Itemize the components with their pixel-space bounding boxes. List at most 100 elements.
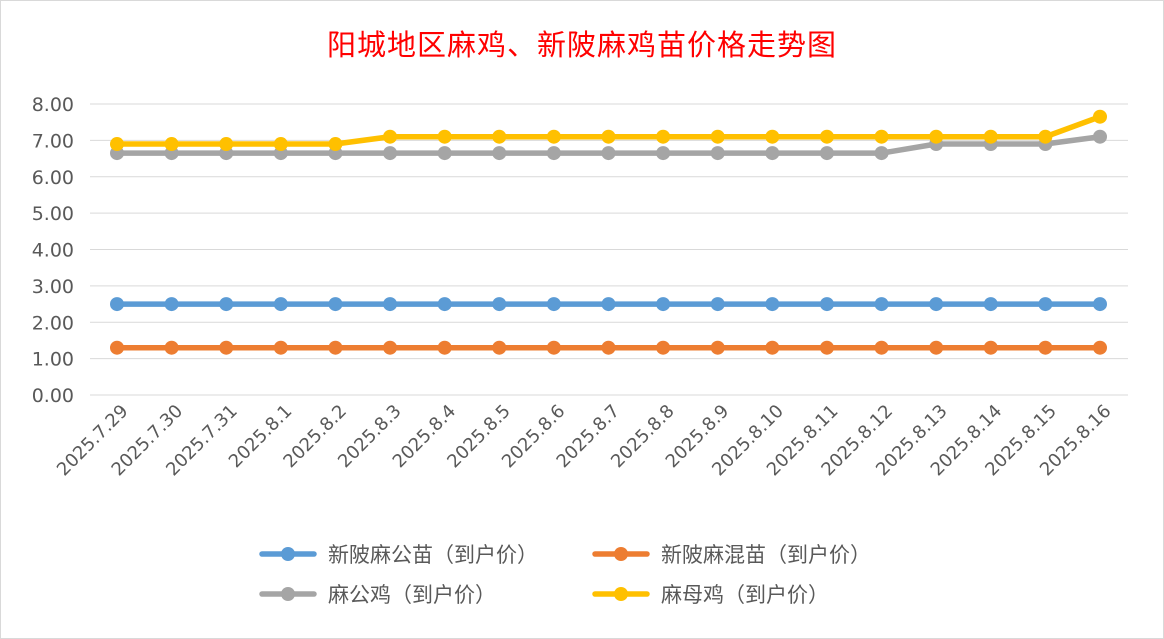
data-point [546, 297, 561, 312]
data-point [929, 297, 944, 312]
data-point [273, 137, 288, 152]
data-point [929, 129, 944, 144]
data-point [546, 129, 561, 144]
data-point [492, 146, 507, 161]
data-point [710, 146, 725, 161]
data-point [1038, 297, 1053, 312]
legend-label: 新陂麻公苗（到户价） [328, 543, 538, 567]
y-tick-label: 5.00 [32, 203, 74, 225]
legend-label: 麻公鸡（到户价） [328, 583, 496, 607]
data-point [874, 146, 889, 161]
data-point [328, 297, 343, 312]
data-point [765, 146, 780, 161]
data-point [437, 297, 452, 312]
series-1 [110, 297, 1107, 312]
data-point [437, 129, 452, 144]
legend-swatch-marker [281, 587, 295, 601]
data-point [601, 340, 616, 355]
data-point [1093, 129, 1107, 144]
data-point [164, 137, 179, 152]
data-point [1093, 297, 1107, 312]
data-point [819, 340, 834, 355]
data-point [983, 340, 998, 355]
data-point [492, 129, 507, 144]
data-point [983, 297, 998, 312]
data-point [983, 129, 998, 144]
data-point [1093, 340, 1107, 355]
y-axis: 0.00 1.00 2.00 3.00 4.00 5.00 6.00 7.00 8.00 [32, 94, 74, 407]
data-point [383, 340, 398, 355]
data-point [765, 297, 780, 312]
data-point [601, 146, 616, 161]
data-point [219, 297, 234, 312]
legend-swatch-marker [614, 587, 628, 601]
data-point [874, 129, 889, 144]
data-point [656, 340, 671, 355]
series-lines [110, 109, 1107, 355]
data-point [437, 146, 452, 161]
data-point [492, 340, 507, 355]
data-point [437, 340, 452, 355]
data-point [164, 340, 179, 355]
data-point [273, 340, 288, 355]
data-point [328, 340, 343, 355]
legend-item: 麻母鸡（到户价） [592, 583, 829, 607]
data-point [383, 129, 398, 144]
legend-item: 新陂麻混苗（到户价） [592, 543, 871, 567]
legend-label: 新陂麻混苗（到户价） [661, 543, 871, 567]
series-4 [110, 109, 1107, 152]
data-point [710, 297, 725, 312]
legend: 新陂麻公苗（到户价） 新陂麻混苗（到户价） 麻公鸡（到户价） 麻母鸡（到户价） [259, 543, 871, 607]
data-point [819, 297, 834, 312]
data-point [383, 146, 398, 161]
data-point [492, 297, 507, 312]
data-point [110, 137, 124, 152]
data-point [819, 129, 834, 144]
data-point [765, 340, 780, 355]
data-point [110, 297, 124, 312]
data-point [819, 146, 834, 161]
y-tick-label: 8.00 [32, 94, 74, 116]
gridlines [90, 103, 1128, 396]
legend-label: 麻母鸡（到户价） [661, 583, 829, 607]
series-2 [110, 340, 1107, 355]
y-tick-label: 3.00 [32, 276, 74, 298]
y-tick-label: 2.00 [32, 312, 74, 334]
data-point [874, 340, 889, 355]
data-point [1093, 109, 1107, 124]
data-point [546, 146, 561, 161]
data-point [710, 340, 725, 355]
data-point [219, 137, 234, 152]
data-point [164, 297, 179, 312]
chart-title: 阳城地区麻鸡、新陂麻鸡苗价格走势图 [326, 28, 837, 62]
data-point [929, 340, 944, 355]
data-point [765, 129, 780, 144]
legend-swatch-marker [281, 547, 295, 561]
data-point [656, 146, 671, 161]
legend-item: 新陂麻公苗（到户价） [259, 543, 538, 567]
data-point [219, 340, 234, 355]
data-point [383, 297, 398, 312]
data-point [273, 297, 288, 312]
y-tick-label: 7.00 [32, 130, 74, 152]
x-axis: 2025.7.292025.7.302025.7.312025.8.12025.… [53, 401, 1116, 481]
y-tick-label: 4.00 [32, 240, 74, 262]
data-point [328, 137, 343, 152]
data-point [601, 297, 616, 312]
data-point [546, 340, 561, 355]
legend-item: 麻公鸡（到户价） [259, 583, 496, 607]
data-point [874, 297, 889, 312]
data-point [1038, 129, 1053, 144]
data-point [710, 129, 725, 144]
data-point [601, 129, 616, 144]
data-point [1038, 340, 1053, 355]
data-point [656, 297, 671, 312]
data-point [110, 340, 124, 355]
y-tick-label: 0.00 [32, 385, 74, 407]
y-tick-label: 1.00 [32, 349, 74, 371]
data-point [656, 129, 671, 144]
legend-swatch-marker [614, 547, 628, 561]
y-tick-label: 6.00 [32, 167, 74, 189]
